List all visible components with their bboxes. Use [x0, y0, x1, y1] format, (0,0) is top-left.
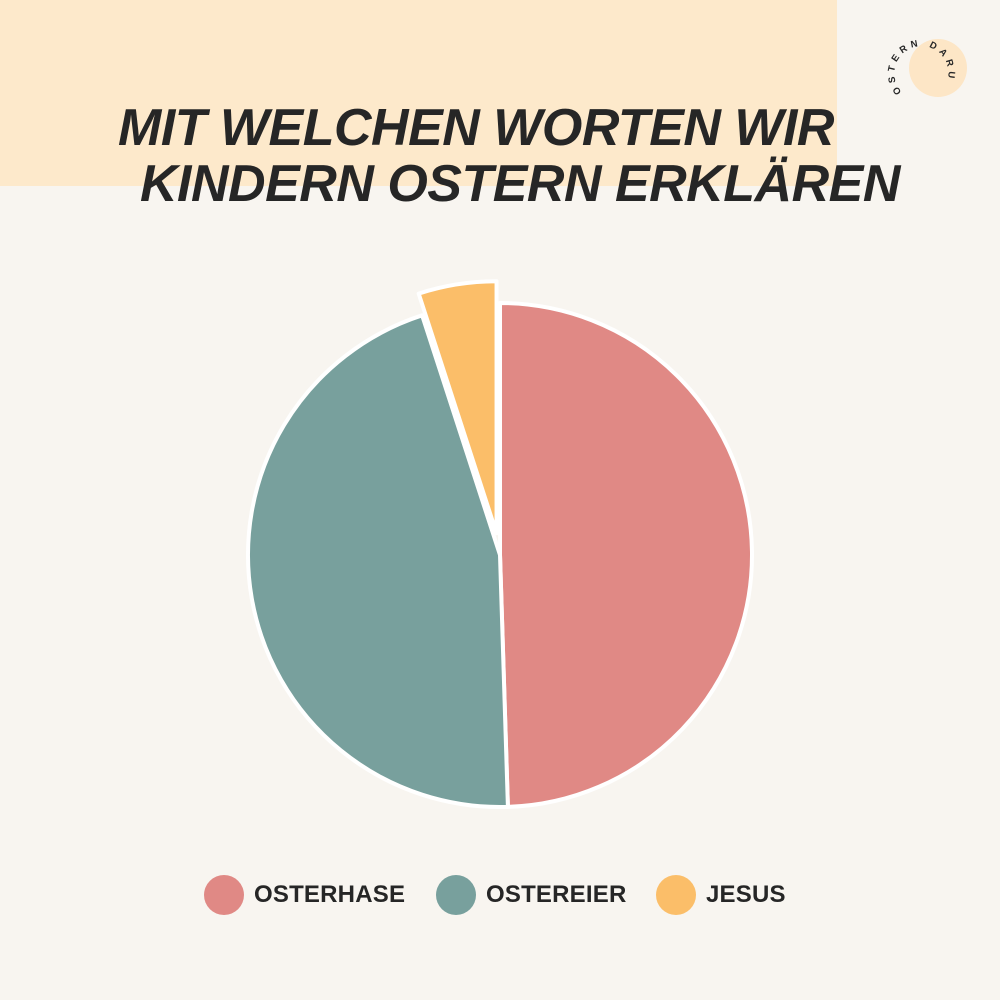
legend-item-ostereier: OSTEREIER — [436, 872, 627, 918]
legend-label: OSTERHASE — [254, 881, 406, 908]
legend-item-osterhase: OSTERHASE — [204, 872, 405, 918]
pie-slice-jesus — [416, 279, 499, 536]
legend-label: JESUS — [706, 881, 786, 908]
page-title: MIT WELCHEN WORTEN WIR KINDERN OSTERN ER… — [0, 100, 1000, 212]
legend-item-jesus: JESUS — [656, 872, 786, 918]
legend-label: OSTEREIER — [486, 881, 627, 908]
pie-slice-osterhase — [498, 301, 754, 809]
title-line-1: MIT WELCHEN WORTEN WIR — [118, 99, 834, 157]
chart-legend: OSTERHASE OSTEREIER JESUS — [0, 872, 1000, 918]
legend-swatch — [436, 875, 476, 915]
pie-slice-ostereier — [246, 313, 510, 809]
legend-swatch — [656, 875, 696, 915]
legend-swatch — [204, 875, 244, 915]
title-line-2: KINDERN OSTERN ERKLÄREN — [140, 155, 900, 213]
logo-circle — [909, 39, 967, 97]
header-background-block — [0, 0, 837, 186]
